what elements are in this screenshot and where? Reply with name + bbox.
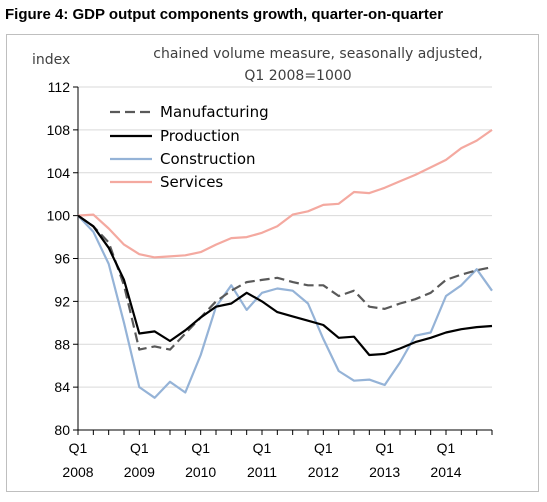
x-tick-label-year: 2010 xyxy=(185,464,216,480)
legend-label-services: Services xyxy=(160,173,223,191)
y-tick-label: 112 xyxy=(48,79,71,95)
x-tick-labels: Q1 2008 Q1 2009 Q1 2010 Q1 2011 Q1 2012 Q1 2013 Q1 20… xyxy=(62,440,461,480)
y-tick-label: 108 xyxy=(47,122,71,138)
x-tick-label-quarter: Q1 xyxy=(191,440,210,456)
series-line-manufacturing xyxy=(77,214,493,351)
y-tick-label: 96 xyxy=(54,251,70,267)
x-tick-label-year: 2012 xyxy=(308,464,339,480)
chart-frame xyxy=(6,34,539,492)
x-tick-label-year: 2011 xyxy=(247,464,277,480)
x-tick-label-quarter: Q1 xyxy=(69,440,88,456)
x-tick-label-quarter: Q1 xyxy=(314,440,333,456)
x-tick-label-year: 2013 xyxy=(369,464,400,480)
x-tick-label-quarter: Q1 xyxy=(130,440,149,456)
x-tick-label-year: 2014 xyxy=(430,464,461,480)
y-tick-label: 92 xyxy=(54,293,70,309)
legend-label-manufacturing: Manufacturing xyxy=(160,103,269,121)
legend: Manufacturing Production Construction Servi… xyxy=(110,103,269,191)
y-tick-labels: 80 84 88 92 96 100 104 108 112 xyxy=(47,79,71,438)
y-tick-label: 100 xyxy=(47,208,71,224)
y-axis-label: index xyxy=(32,52,70,68)
y-tick-label: 80 xyxy=(54,422,70,438)
series-line-services xyxy=(77,128,493,259)
annotation-line-1: chained volume measure, seasonally adjus… xyxy=(153,46,482,62)
series-lines xyxy=(77,128,493,399)
axes xyxy=(77,87,493,435)
x-tick-label-quarter: Q1 xyxy=(437,440,456,456)
figure-title: Figure 4: GDP output components growth, … xyxy=(5,6,444,23)
legend-label-construction: Construction xyxy=(160,150,256,168)
series-line-production xyxy=(77,214,493,357)
x-tick-label-year: 2008 xyxy=(62,464,93,480)
gridlines xyxy=(73,86,492,431)
y-tick-label: 104 xyxy=(47,165,71,181)
y-tick-label: 88 xyxy=(54,336,70,352)
series-line-construction xyxy=(77,214,493,399)
x-tick-label-year: 2009 xyxy=(124,464,155,480)
y-tick-label: 84 xyxy=(54,379,70,395)
annotation-line-2: Q1 2008=1000 xyxy=(244,68,351,84)
x-tick-label-quarter: Q1 xyxy=(375,440,394,456)
x-tick-label-quarter: Q1 xyxy=(253,440,272,456)
legend-label-production: Production xyxy=(160,127,240,145)
